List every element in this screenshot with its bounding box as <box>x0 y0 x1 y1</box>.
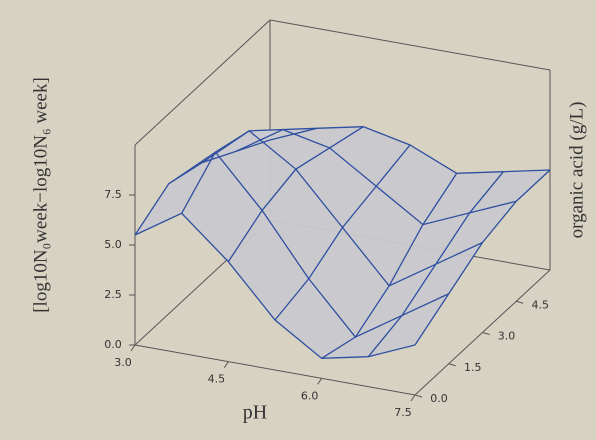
surface-patch <box>228 210 309 320</box>
x-tick-label: 6.0 <box>301 389 319 402</box>
z-tick-label: 2.5 <box>104 288 122 301</box>
z-tick-label: 0.0 <box>104 338 122 351</box>
wire-y <box>134 139 271 236</box>
surface-patch <box>295 147 377 228</box>
y-tick-label: 3.0 <box>498 330 516 343</box>
x-tick <box>223 361 229 368</box>
y-axis-label: organic acid (g/L) <box>566 102 587 239</box>
surface-patch <box>469 170 550 213</box>
surface-patch <box>389 212 470 286</box>
surface-patch <box>368 293 449 357</box>
y-tick-label: 1.5 <box>464 361 482 374</box>
y-tick <box>414 394 423 398</box>
wire-y <box>181 127 317 214</box>
surface-patch <box>181 152 263 262</box>
wire-y <box>367 171 504 358</box>
x-tick <box>130 344 136 352</box>
surface-patch <box>376 145 457 225</box>
z-tick-label: 5.0 <box>104 238 122 251</box>
x-tick <box>317 378 323 385</box>
y-tick-label: 0.0 <box>430 392 448 405</box>
surface-patch <box>355 264 436 338</box>
surface-patch <box>435 201 517 265</box>
y-tick <box>448 363 456 367</box>
wire-y <box>227 126 364 263</box>
y-tick <box>482 332 490 335</box>
surface-patch <box>308 227 390 338</box>
wire-y <box>274 144 411 321</box>
surface-patch <box>215 130 296 211</box>
wire-y <box>321 172 458 359</box>
box-edge <box>269 19 551 71</box>
x-axis-label: pH <box>243 402 267 424</box>
x-tick-label: 3.0 <box>114 356 132 369</box>
y-tick <box>516 300 524 304</box>
x-tick <box>410 394 416 402</box>
z-tick-label: 7.5 <box>104 188 122 201</box>
surface-patch <box>135 152 216 235</box>
x-tick-label: 4.5 <box>208 373 226 386</box>
wire-y <box>414 169 551 346</box>
surface-patch <box>321 315 403 359</box>
x-tick-label: 7.5 <box>394 406 412 419</box>
y-tick-label: 4.5 <box>532 298 550 311</box>
surface-patch <box>402 242 483 316</box>
surface-patch <box>422 171 504 225</box>
surface-patch <box>329 126 410 187</box>
box-edge <box>134 19 271 146</box>
surface-patch <box>249 129 330 170</box>
surface-patch <box>262 169 343 279</box>
box-edge <box>134 344 416 396</box>
surface-patch <box>275 278 356 359</box>
z-axis-label: [log10N₀week−log10N₆ week] <box>30 77 51 313</box>
